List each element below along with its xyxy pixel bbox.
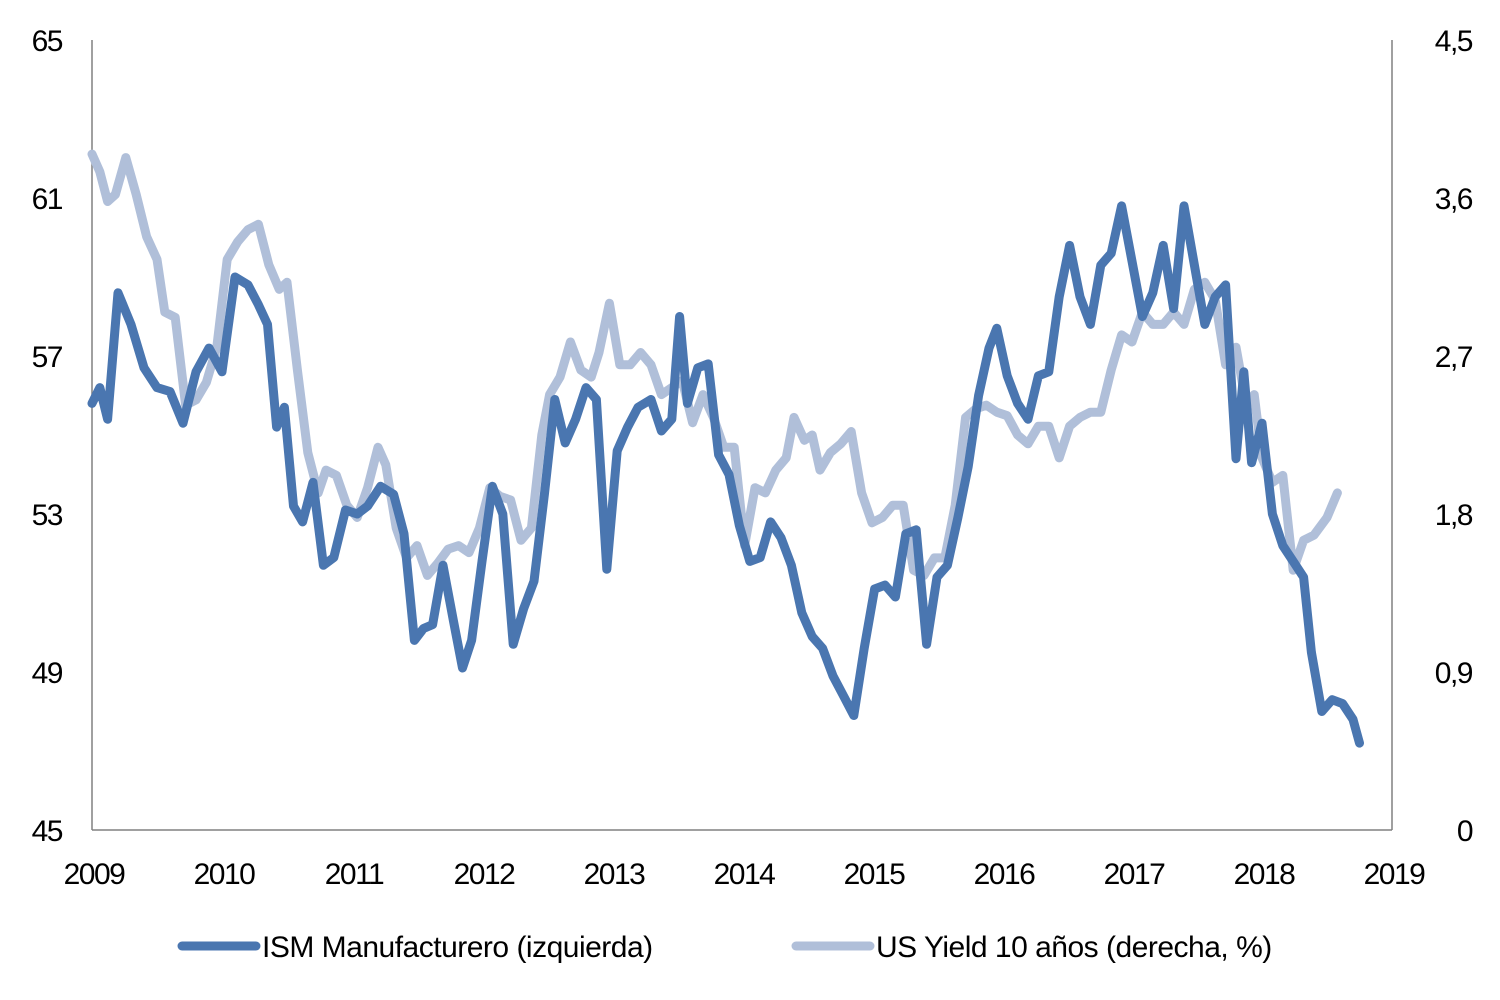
legend: ISM Manufacturero (izquierda) US Yield 10… [177,931,1272,964]
x-tick-label: 2011 [325,858,384,891]
x-tick-label: 2014 [714,858,776,891]
left-tick-labels: 65 61 57 53 49 45 [32,25,65,848]
x-tick-label: 2015 [844,858,906,891]
series-lines [87,149,1364,748]
axes [91,40,1393,831]
x-tick-labels: 2009 2010 2011 2012 2013 2014 2015 2016 2017 2018… [64,858,1427,891]
right-tick-label: 3,6 [1435,183,1473,216]
x-tick-label: 2019 [1364,858,1426,891]
right-tick-label: 1,8 [1435,499,1473,532]
yield-series-line [87,149,1342,580]
left-tick-label: 57 [32,341,63,374]
x-tick-label: 2016 [974,858,1036,891]
left-tick-label: 49 [32,657,63,690]
x-tick-label: 2010 [194,858,256,891]
left-tick-label: 53 [32,499,63,532]
x-tick-label: 2009 [64,858,126,891]
legend-item-ism-label: ISM Manufacturero (izquierda) [262,931,653,964]
ism-series-line [87,201,1364,748]
right-tick-label: 4,5 [1435,25,1473,58]
legend-item-yield-label: US Yield 10 años (derecha, %) [876,931,1272,964]
right-tick-label: 0 [1457,815,1473,848]
left-tick-label: 61 [32,183,63,216]
x-tick-label: 2012 [454,858,516,891]
right-tick-labels: 4,5 3,6 2,7 1,8 0,9 0 [1435,25,1475,848]
right-tick-label: 2,7 [1435,341,1473,374]
left-tick-label: 45 [32,815,63,848]
x-tick-label: 2017 [1104,858,1166,891]
x-tick-label: 2018 [1234,858,1296,891]
right-tick-label: 0,9 [1435,657,1473,690]
x-tick-label: 2013 [584,858,646,891]
left-tick-label: 65 [32,25,63,58]
